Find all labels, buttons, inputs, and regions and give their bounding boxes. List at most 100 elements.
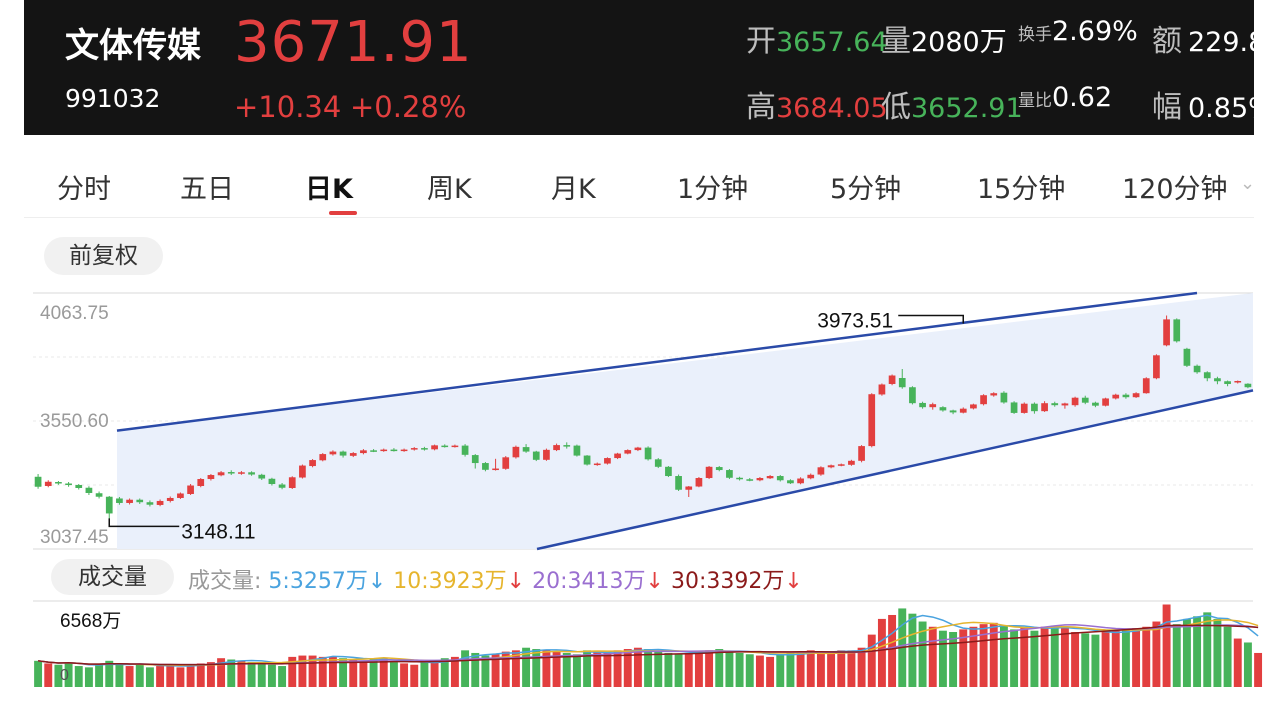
- volume-bar: [420, 662, 429, 687]
- volume-bar: [1142, 626, 1151, 687]
- candle-body: [614, 453, 621, 459]
- volume-bar: [867, 634, 876, 687]
- stat-volume-ratio-value: 0.62: [1052, 82, 1113, 113]
- ma20-down-arrow-icon: ↓: [645, 569, 664, 594]
- tab-intraday[interactable]: 分时: [57, 174, 111, 205]
- candle-body: [919, 402, 926, 408]
- volume-bar: [694, 651, 703, 687]
- stat-open-value: 3657.64: [776, 27, 888, 58]
- volume-bar: [115, 663, 124, 687]
- volume-bar: [816, 652, 825, 687]
- candle-body: [339, 451, 347, 456]
- volume-bar: [267, 664, 276, 687]
- adjust-mode-button[interactable]: 前复权: [44, 237, 163, 275]
- volume-bar: [654, 651, 663, 687]
- volume-bar: [298, 655, 307, 687]
- volume-bar: [623, 649, 632, 687]
- candle-body: [959, 408, 967, 413]
- candle-body: [695, 478, 703, 487]
- volume-bar: [64, 662, 73, 687]
- candle-body: [1224, 381, 1231, 384]
- volume-bar: [389, 662, 398, 687]
- volume-bar: [54, 664, 63, 687]
- volume-bar: [908, 613, 917, 687]
- price-axis-tick: 3550.60: [40, 411, 109, 432]
- tab-1min[interactable]: 1分钟: [677, 174, 749, 205]
- ma5-down-arrow-icon: ↓: [367, 569, 387, 594]
- candle-body: [1234, 380, 1242, 383]
- volume-bar: [156, 666, 165, 687]
- volume-bar: [837, 650, 846, 687]
- volume-legend: 成交量: 5:3257万↓ 10:3923万↓ 20:3413万↓ 30:339…: [188, 563, 803, 595]
- price-change: +10.34: [234, 90, 342, 124]
- candle-body: [1214, 378, 1221, 382]
- quote-header: 文体传媒 991032 3671.91 +10.34 +0.28% 开3657.…: [24, 0, 1254, 135]
- volume-bar: [857, 647, 866, 687]
- volume-bar: [1121, 629, 1130, 687]
- volume-bar: [1050, 625, 1059, 687]
- volume-bar: [471, 652, 480, 687]
- volume-bar: [949, 632, 958, 687]
- tab-weekly-k[interactable]: 周K: [427, 174, 472, 205]
- volume-bar: [959, 629, 968, 687]
- candle-body: [166, 497, 174, 501]
- candle-body: [705, 466, 713, 479]
- stat-amount-label: 额: [1152, 24, 1182, 59]
- stat-turnover-label: 换手: [1018, 25, 1052, 45]
- indicator-volume-button[interactable]: 成交量: [51, 559, 174, 595]
- volume-bar: [806, 650, 815, 687]
- tab-15min[interactable]: 15分钟: [977, 174, 1066, 205]
- chevron-down-icon[interactable]: ⌄: [1240, 173, 1256, 194]
- volume-bar: [206, 662, 215, 687]
- candle-body: [126, 499, 133, 503]
- candle-body: [675, 476, 682, 490]
- candle-body: [329, 451, 337, 455]
- tab-5min[interactable]: 5分钟: [830, 174, 902, 205]
- tab-five-day[interactable]: 五日: [180, 174, 234, 205]
- volume-bar: [481, 655, 490, 687]
- volume-bar: [1172, 624, 1181, 687]
- stat-turnover: 换手2.69%: [1018, 16, 1138, 47]
- volume-bar: [176, 667, 185, 687]
- candle-body: [1122, 394, 1130, 398]
- candle-body: [726, 470, 733, 478]
- candle-body: [227, 472, 235, 474]
- candle-body: [441, 445, 449, 448]
- candle-body: [400, 449, 408, 452]
- candle-body: [563, 445, 571, 447]
- volume-bar: [1040, 626, 1049, 687]
- volume-bar: [705, 650, 714, 687]
- volume-bar: [847, 650, 856, 687]
- tab-monthly-k[interactable]: 月K: [551, 174, 596, 205]
- volume-bar: [1233, 638, 1242, 687]
- volume-bar: [400, 663, 409, 687]
- volume-bar: [491, 654, 500, 687]
- candle-body: [553, 445, 560, 451]
- volume-legend-prefix: 成交量:: [188, 569, 262, 594]
- volume-bar: [776, 654, 785, 687]
- candle-body: [207, 475, 215, 480]
- candle-body: [197, 479, 205, 487]
- candle-body: [817, 467, 825, 475]
- volume-ma5-line: [37, 614, 1259, 667]
- volume-bar: [603, 652, 612, 687]
- volume-bar: [145, 667, 154, 687]
- low-price-label: 3148.11: [181, 520, 255, 543]
- candle-body: [482, 463, 489, 470]
- tab-120min[interactable]: 120分钟: [1122, 174, 1228, 205]
- candle-body: [75, 485, 83, 488]
- volume-legend-ma5: 5:3257万: [268, 569, 368, 594]
- index-name: 文体传媒: [65, 26, 201, 66]
- candle-body: [44, 481, 52, 487]
- candle-body: [878, 384, 886, 395]
- candle-body: [807, 474, 815, 479]
- tab-daily-k[interactable]: 日K: [305, 174, 353, 205]
- candle-body: [939, 407, 947, 411]
- volume-bar: [786, 652, 795, 687]
- volume-bar: [664, 652, 673, 687]
- volume-bar: [918, 621, 927, 687]
- volume-bar: [217, 658, 226, 687]
- volume-bar: [999, 625, 1008, 687]
- candle-body: [756, 478, 764, 481]
